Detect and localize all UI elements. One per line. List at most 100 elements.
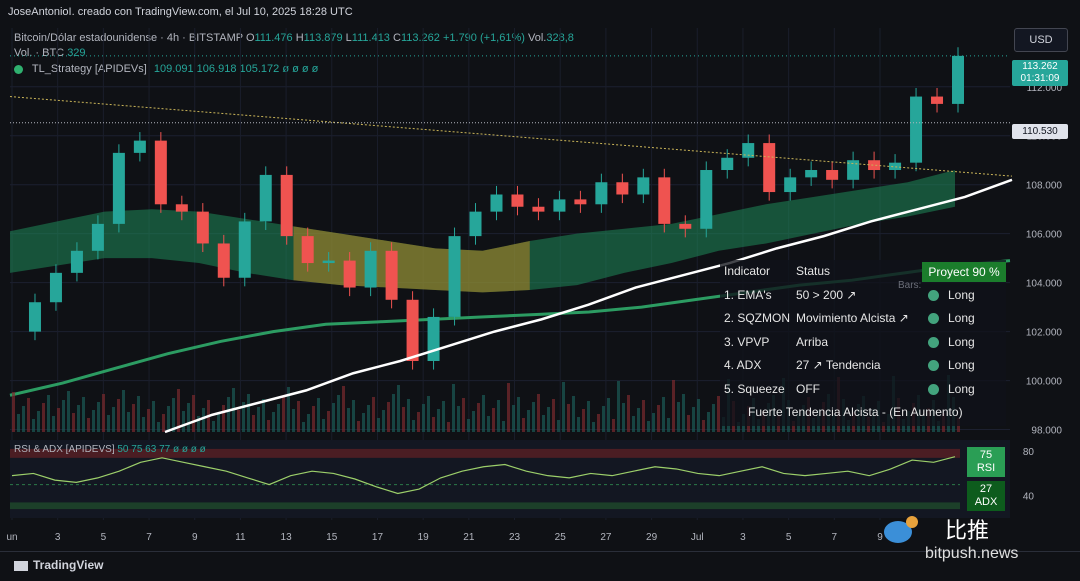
volume-bar	[322, 419, 325, 432]
volume-bar	[592, 422, 595, 432]
volume-bar	[162, 414, 165, 432]
candle-body	[322, 260, 335, 264]
volume-bar	[687, 415, 690, 432]
volume-bar	[212, 421, 215, 432]
price-tick-label: 106.000	[1026, 230, 1063, 241]
volume-bar	[107, 415, 110, 432]
volume-bar	[152, 401, 155, 432]
candle-body	[343, 260, 356, 288]
candle-body	[385, 250, 398, 300]
currency-button[interactable]: USD	[1014, 28, 1068, 52]
volume-bar	[622, 403, 625, 432]
volume-bar	[707, 412, 710, 432]
volume-bar	[177, 389, 180, 432]
volume-bar	[502, 421, 505, 432]
volume-bar	[417, 412, 420, 432]
table-footer: Fuerte Tendencia Alcista - (En Aumento)	[748, 405, 963, 419]
eye-icon	[14, 64, 23, 74]
rsi-panel: 80 40	[10, 440, 1034, 518]
candle-body	[259, 174, 272, 222]
tradingview-logo[interactable]: TradingView	[14, 558, 103, 572]
candle-body	[679, 223, 692, 229]
trend-lines	[9, 55, 1013, 434]
time-tick-label: 5	[101, 532, 107, 543]
volume-bar	[102, 394, 105, 432]
time-tick-label: 11	[235, 532, 246, 543]
volume-bar	[382, 410, 385, 432]
volume-bar	[372, 397, 375, 432]
volume-bar	[37, 411, 40, 432]
volume-bar	[122, 390, 125, 432]
volume-bar	[197, 416, 200, 432]
volume-bar	[347, 408, 350, 432]
volume-bar	[337, 395, 340, 432]
volume-bar	[697, 399, 700, 432]
time-tick-label: un	[6, 532, 17, 543]
volume-bar	[117, 399, 120, 432]
time-axis[interactable]: un 3 5 7 9 11 13 15 17 19 21 23 25 27 29 Jul 3 5 7 9	[6, 532, 883, 543]
volume-bar	[562, 382, 565, 432]
rsi-tick-label: 40	[1023, 492, 1035, 503]
symbol-name[interactable]: Bitcoin/Dólar estadounidense · 4h · BITS…	[14, 32, 243, 44]
price-tick-label: 112.000	[1027, 83, 1063, 94]
candle-body	[805, 170, 818, 178]
candle-body	[637, 177, 650, 195]
status-dot-icon	[928, 354, 939, 376]
volume-bar	[392, 394, 395, 432]
volume-bar	[512, 405, 515, 432]
volume-bar	[157, 422, 160, 432]
candle-body	[70, 250, 83, 273]
volume-bar	[657, 405, 660, 432]
volume-bar	[572, 396, 575, 432]
bird-logo-icon	[880, 512, 920, 546]
candle-body	[217, 243, 230, 278]
volume-bar	[332, 403, 335, 432]
volume-bar	[397, 385, 400, 432]
low-value: 111.413	[351, 32, 390, 44]
volume-bar	[172, 398, 175, 432]
candle-body	[595, 182, 608, 205]
candle-body	[406, 299, 419, 361]
volume-bar	[352, 400, 355, 432]
volume-bar	[297, 401, 300, 432]
candle-body	[889, 162, 902, 171]
volume-bar	[677, 402, 680, 432]
volume-bar	[277, 404, 280, 432]
volume-bar	[192, 395, 195, 432]
status-dot-icon	[928, 284, 939, 306]
volume-bar	[82, 397, 85, 432]
volume-bar	[882, 422, 885, 432]
time-tick-label: 25	[555, 532, 567, 543]
candle-body	[763, 143, 776, 193]
time-tick-label: 13	[281, 532, 293, 543]
candle-body	[721, 157, 734, 171]
volume-bar	[87, 418, 90, 432]
volume-bar	[632, 416, 635, 432]
volume-bar	[402, 407, 405, 432]
volume-bar	[367, 405, 370, 432]
volume-bar	[467, 419, 470, 432]
volume-bar	[642, 400, 645, 432]
candle-body	[112, 152, 125, 224]
volume-bar	[627, 395, 630, 432]
volume-bar	[462, 398, 465, 432]
volume-bar	[507, 383, 510, 432]
candle-body	[427, 316, 440, 361]
open-value: 111.476	[254, 32, 293, 44]
price-tick-label: 102.000	[1026, 328, 1063, 339]
volume-bar	[612, 419, 615, 432]
candle-body	[616, 182, 629, 195]
volume-bar	[602, 406, 605, 432]
rsi-tick-label: 80	[1023, 447, 1035, 458]
volume-bar	[692, 407, 695, 432]
level-tag: 110.530	[1012, 124, 1068, 139]
rsi-legend[interactable]: RSI & ADX [APIDEVS] 50 75 63 77 ø ø ø ø	[14, 444, 206, 455]
volume-bar	[452, 384, 455, 432]
volume-bar	[472, 411, 475, 432]
time-tick-label: 9	[877, 532, 883, 543]
adx-value-box: 27 ADX	[967, 481, 1005, 511]
symbol-legend: Bitcoin/Dólar estadounidense · 4h · BITS…	[14, 32, 574, 44]
volume-bar	[637, 408, 640, 432]
price-tick-label: 98.000	[1031, 426, 1062, 437]
candle-body	[511, 194, 524, 207]
